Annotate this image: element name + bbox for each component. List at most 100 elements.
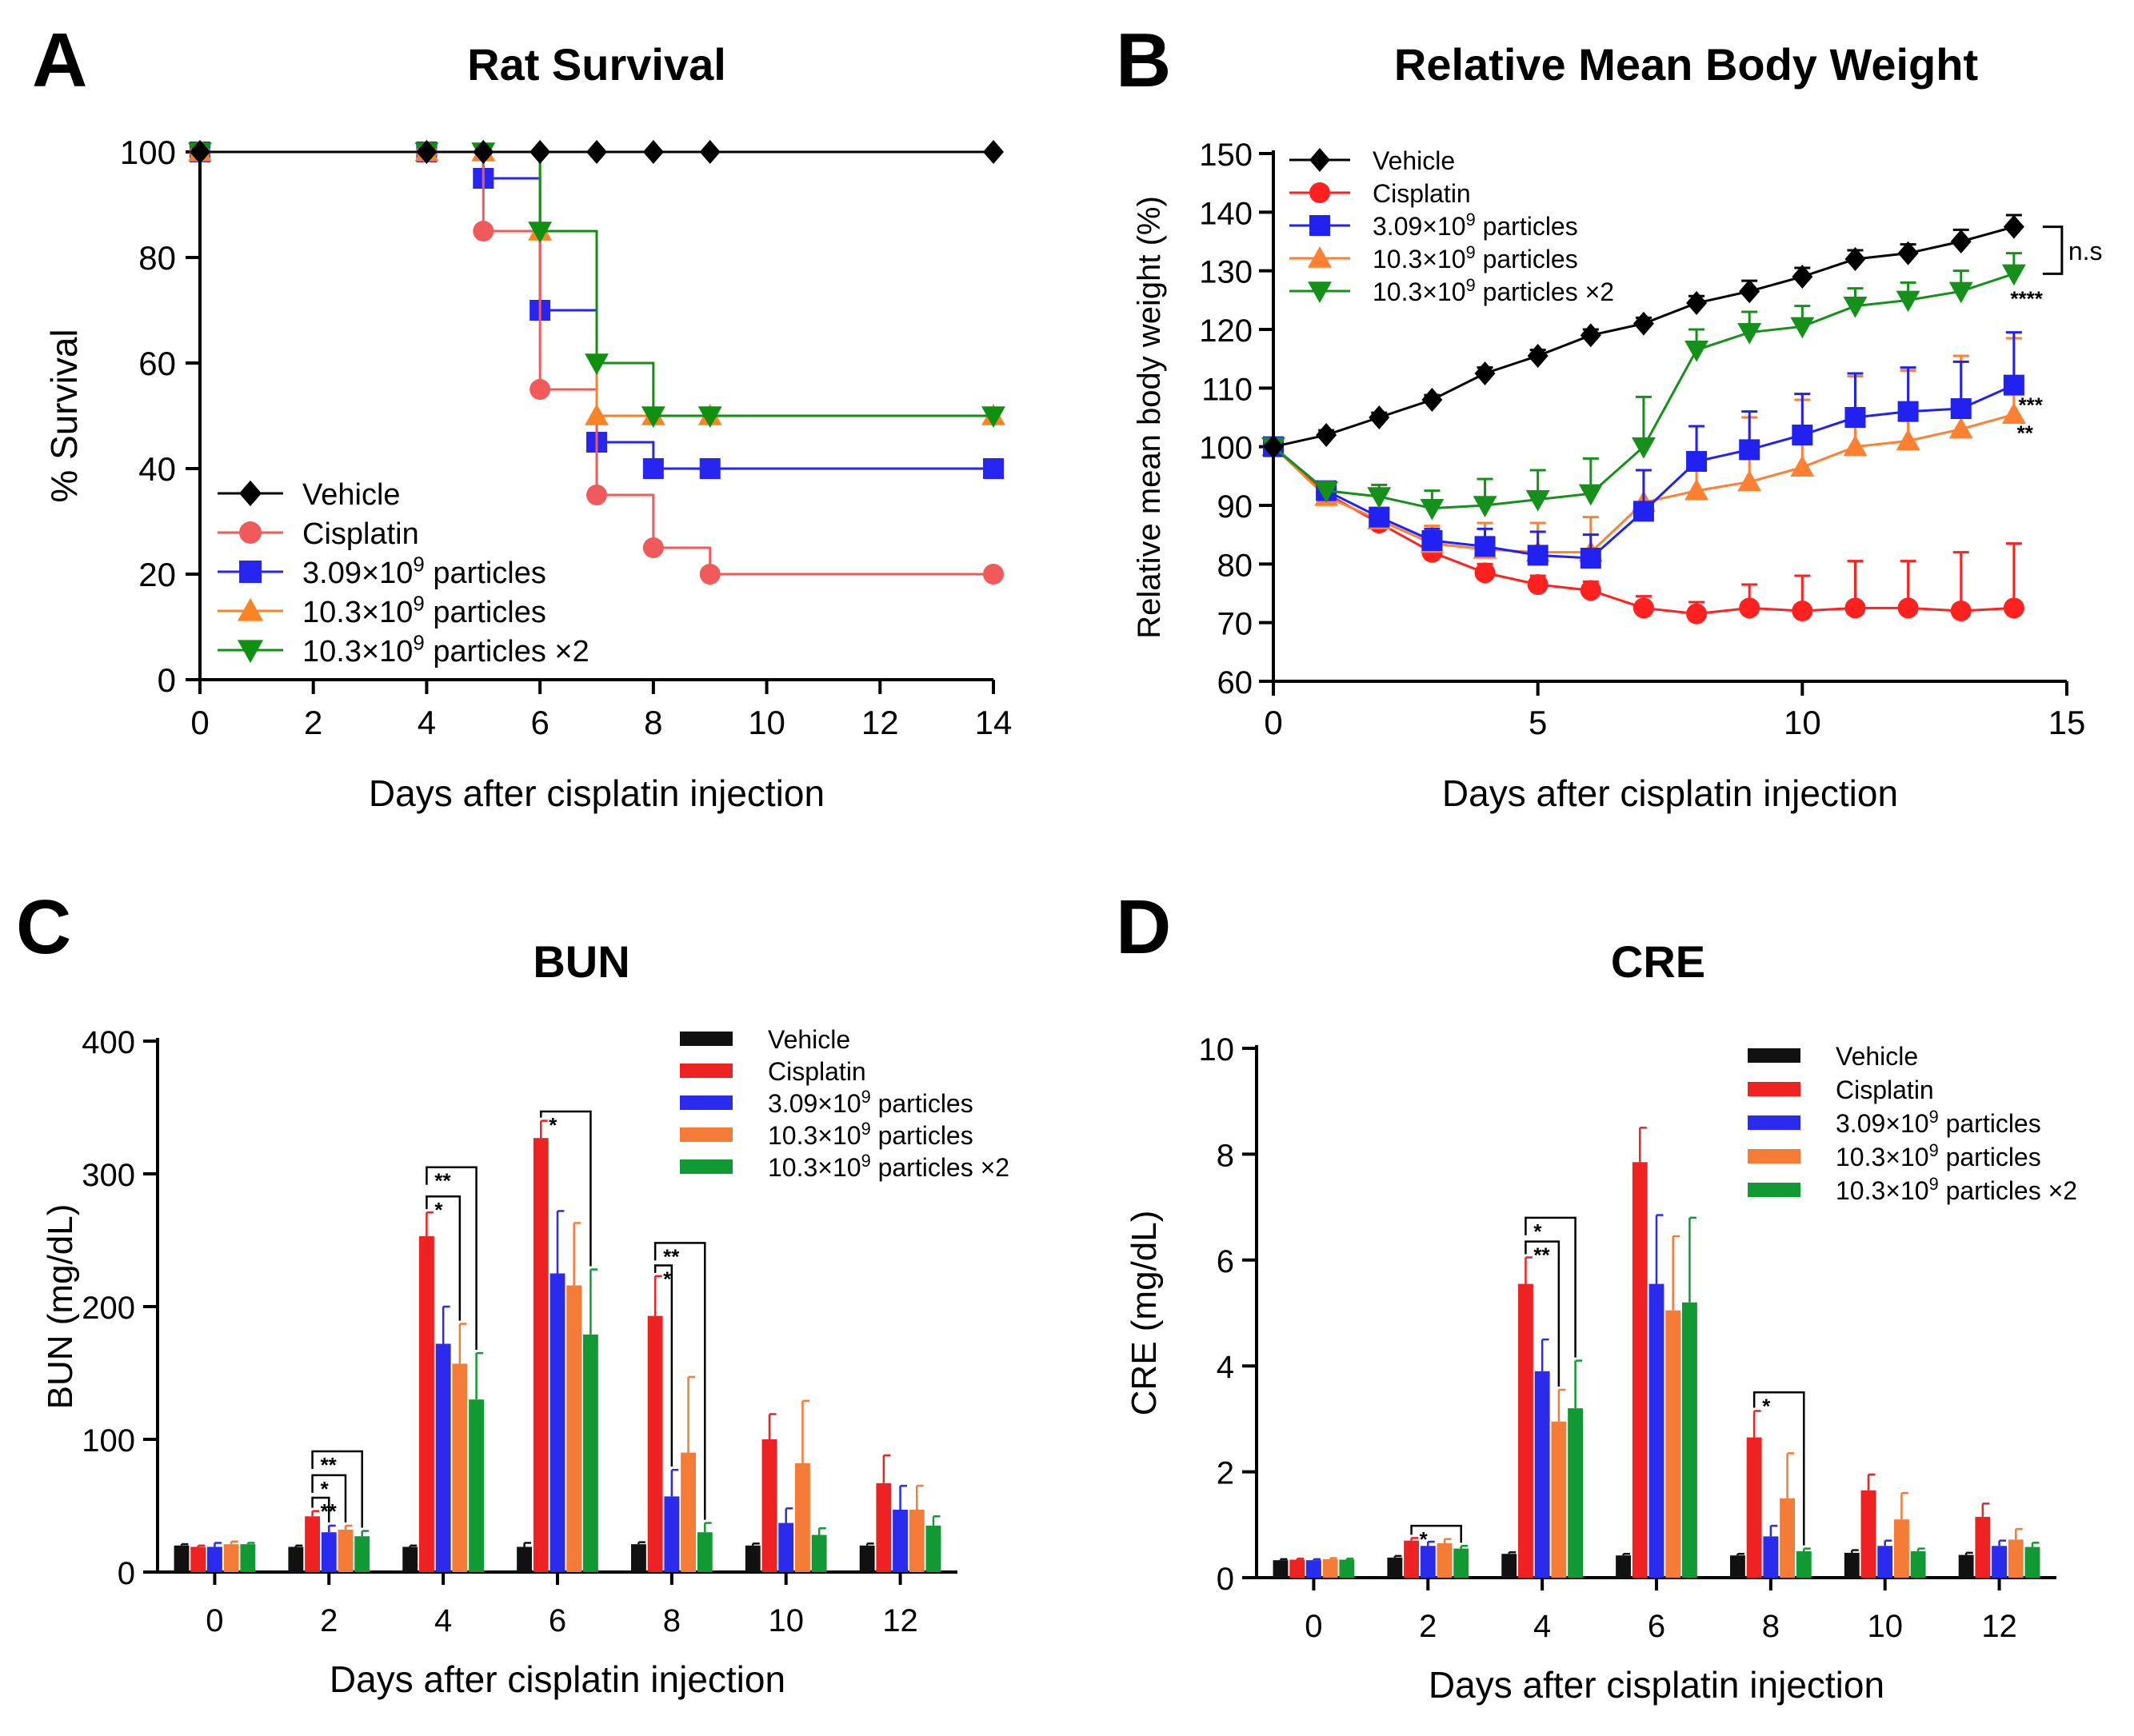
bar (2008, 1539, 2024, 1578)
y-tick-label: 150 (1199, 138, 1253, 173)
legend-label-text: 3.09×10 (768, 1089, 861, 1118)
y-axis-label: % Survival (43, 329, 85, 502)
legend-label: 3.09×109 particles (1373, 210, 1578, 241)
y-axis-label: BUN (mg/dL) (41, 1204, 80, 1410)
bar (1437, 1542, 1453, 1578)
legend-label-suffix: particles (425, 596, 546, 629)
weight-point (1686, 291, 1708, 315)
legend-marker (1309, 148, 1330, 172)
legend-label-suffix: particles ×2 (425, 635, 589, 668)
panel-label-c: C (16, 884, 71, 970)
bar (2024, 1546, 2040, 1578)
legend-label-text: 3.09×10 (302, 557, 413, 590)
y-tick-label: 110 (1201, 372, 1253, 407)
bar (1616, 1555, 1631, 1578)
bar (190, 1546, 206, 1572)
weight-point (1316, 423, 1337, 447)
legend-label-sup: 9 (861, 1087, 871, 1107)
weight-point (1948, 417, 1973, 439)
bar (859, 1545, 875, 1572)
x-tick-label: 10 (748, 704, 785, 741)
survival-point (530, 140, 551, 164)
legend-label: 10.3×109 particles ×2 (302, 633, 589, 668)
weight-point (1950, 229, 1972, 253)
bar (174, 1545, 190, 1572)
bar (1339, 1559, 1355, 1578)
weight-point (1739, 597, 1760, 619)
legend-label-sup: 9 (413, 593, 424, 616)
x-tick-label: 8 (1762, 1609, 1780, 1644)
y-tick-label: 300 (82, 1158, 135, 1193)
legend-label: 10.3×109 particles (768, 1119, 973, 1150)
legend-label-text: 10.3×10 (1373, 245, 1466, 273)
legend-label-text: Cisplatin (768, 1057, 866, 1086)
weight-point (1739, 439, 1760, 461)
weight-point (1421, 388, 1443, 412)
bar (1551, 1421, 1567, 1578)
weight-point (1896, 429, 1920, 451)
weight-point (1632, 597, 1654, 619)
weight-point (1632, 501, 1654, 522)
y-tick-label: 130 (1199, 255, 1253, 290)
bar (1404, 1540, 1419, 1578)
bar (664, 1496, 680, 1572)
x-tick-label: 5 (1529, 704, 1547, 741)
x-tick-label: 4 (1533, 1609, 1551, 1644)
x-tick-label: 2 (304, 704, 322, 741)
weight-point (2001, 264, 2026, 286)
bar (1682, 1302, 1697, 1578)
legend-label-text: 3.09×10 (1373, 212, 1466, 241)
legend-label-suffix: particles ×2 (1476, 277, 1614, 306)
survival-point (983, 564, 1004, 585)
significance-label: ** (663, 1244, 680, 1268)
legend-label-suffix: particles (871, 1089, 973, 1118)
bar (321, 1532, 337, 1572)
weight-point (1527, 545, 1549, 566)
legend-swatch (1748, 1048, 1800, 1063)
legend-marker (1308, 281, 1332, 303)
y-tick-label: 100 (1199, 431, 1253, 466)
survival-point (697, 406, 722, 428)
survival-point (699, 140, 721, 164)
survival-point (642, 140, 664, 164)
weight-point (1948, 281, 1973, 304)
y-tick-label: 80 (1217, 548, 1253, 583)
weight-point (1632, 311, 1654, 336)
weight-point (1580, 580, 1601, 601)
legend-label-text: Vehicle (302, 478, 401, 512)
survival-point (641, 406, 665, 428)
bar (419, 1236, 434, 1572)
weight-point (1897, 597, 1919, 619)
legend-swatch (1748, 1183, 1800, 1197)
legend-label-suffix: particles (1476, 245, 1578, 273)
survival-point (416, 140, 438, 164)
weight-point (1896, 290, 1920, 313)
bar (795, 1463, 810, 1572)
survival-point (585, 404, 609, 425)
legend-label-text: 10.3×10 (1836, 1176, 1929, 1205)
chart-title: Relative Mean Body Weight (1394, 39, 1978, 90)
survival-point (983, 458, 1004, 479)
y-tick-label: 4 (1217, 1350, 1234, 1385)
bar (533, 1138, 549, 1572)
bar (1877, 1546, 1893, 1578)
bar (1534, 1371, 1550, 1578)
bar (811, 1534, 827, 1572)
weight-point (1369, 506, 1390, 528)
weight-point (1580, 323, 1601, 348)
legend-label: 10.3×109 particles (1836, 1140, 2041, 1171)
legend-label-text: 10.3×10 (768, 1121, 861, 1150)
survival-point (983, 140, 1004, 164)
x-tick-label: 6 (1648, 1609, 1665, 1644)
significance-label: * (1420, 1527, 1429, 1551)
y-tick-label: 40 (138, 450, 176, 488)
legend-label-sup: 9 (413, 554, 424, 577)
weight-point (1684, 340, 1709, 362)
legend-swatch (1748, 1115, 1800, 1130)
bar (549, 1273, 565, 1572)
bar (1796, 1550, 1812, 1578)
significance-label: * (434, 1198, 443, 1222)
bar (469, 1399, 484, 1572)
weight-point (1474, 361, 1496, 385)
legend-marker (237, 640, 264, 664)
